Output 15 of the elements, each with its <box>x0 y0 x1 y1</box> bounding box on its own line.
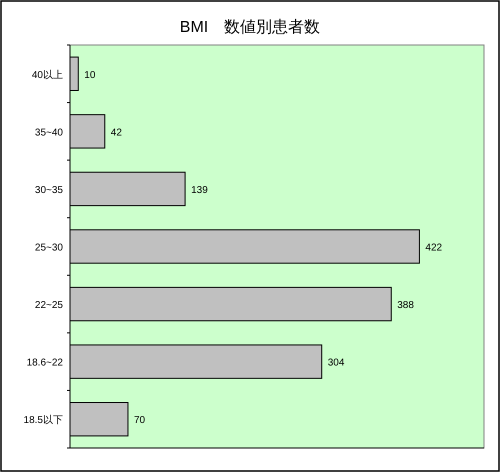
chart-title: BMI 数値別患者数 <box>180 18 320 36</box>
data-label: 422 <box>425 242 443 254</box>
data-label: 42 <box>110 127 122 138</box>
data-label: 304 <box>328 358 345 369</box>
y-tick-label: 35~40 <box>34 127 64 138</box>
y-tick-label: 25~30 <box>34 242 64 254</box>
data-label: 139 <box>191 184 208 196</box>
y-tick-label: 40以上 <box>32 68 63 81</box>
data-label: 10 <box>84 70 96 81</box>
y-tick-label: 30~35 <box>34 184 64 196</box>
y-tick-label: 22~25 <box>34 300 64 312</box>
y-tick-label: 18.5以下 <box>24 414 63 426</box>
data-label: 70 <box>134 415 146 426</box>
y-tick-label: 18.6~22 <box>26 358 64 369</box>
data-label: 388 <box>397 300 414 312</box>
